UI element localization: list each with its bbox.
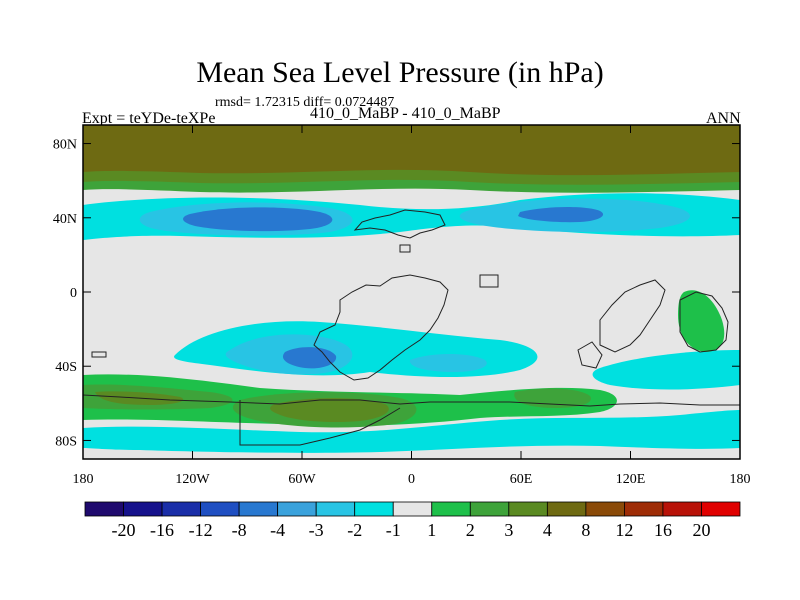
comparison-label: 410_0_MaBP - 410_0_MaBP [310,105,501,122]
x-tick-label: 120E [616,472,646,487]
colorbar: -20 -16 -12 -8 -4 -3 -2 -1 1 2 3 4 8 12 16 20 [84,501,741,540]
south-ocean-c2 [270,398,389,423]
colorbar-label: 2 [466,520,475,540]
africa-outline [313,274,449,381]
y-tick-label: 40N [53,212,77,227]
x-tick-label: 180 [730,472,751,487]
north-band-brown [83,125,740,176]
colorbar-swatch [701,501,741,517]
colorbar-label: -20 [112,520,136,540]
y-tick-label: 40S [55,360,77,375]
x-tick-label: 0 [408,472,415,487]
coastlines [83,209,740,446]
pacific-island-outline [91,351,107,358]
y-tick-label: 80N [53,138,77,153]
y-tick-label: 0 [70,286,77,301]
colorbar-swatch [277,501,317,517]
island-outline [399,244,411,253]
colorbar-label: -2 [347,520,362,540]
colorbar-label: 20 [692,520,710,540]
colorbar-swatch [200,501,240,517]
antarctic-low [83,410,740,453]
colorbar-swatch [161,501,201,517]
colorbar-label: 8 [581,520,590,540]
colorbar-swatch [662,501,702,517]
colorbar-label: -12 [189,520,213,540]
colorbar-swatch [392,501,433,517]
colorbar-swatch [315,501,356,517]
colorbar-swatch [123,501,163,517]
europe-outline [353,209,446,239]
atlantic-low [409,354,487,372]
antarctica-coast [83,394,740,407]
x-tick-label: 180 [73,472,94,487]
colorbar-swatch [469,501,510,517]
colorbar-swatch [238,501,279,517]
colorbar-label: -3 [309,520,324,540]
y-tick-label: 80S [55,434,77,449]
indian-low [592,350,740,390]
colorbar-swatch [84,501,124,517]
x-tick-label: 60E [510,472,533,487]
colorbar-label: 1 [427,520,436,540]
pacific-low-core [183,207,333,232]
colorbar-swatch [508,501,548,517]
antarctic-peninsula [239,400,401,446]
australia-high [678,290,725,352]
x-tick-label: 60W [288,472,316,487]
rmsd-diff-stats: rmsd= 1.72315 diff= 0.0724487 [215,95,395,110]
colorbar-label: 4 [543,520,552,540]
colorbar-label: -16 [150,520,174,540]
chart-title: Mean Sea Level Pressure (in hPa) [196,56,604,89]
pressure-field [83,125,740,459]
colorbar-label: -4 [270,520,285,540]
experiment-label: Expt = teYDe-teXPe [82,110,216,127]
asia-low-core [518,207,604,223]
arabia-outline [479,274,499,288]
x-tick-label: 120W [175,472,210,487]
colorbar-label: 3 [504,520,513,540]
colorbar-swatch [431,501,471,517]
colorbar-label: -1 [386,520,401,540]
colorbar-swatch [546,501,587,517]
colorbar-swatch [585,501,625,517]
colorbar-label: -8 [232,520,247,540]
season-label: ANN [706,110,741,127]
colorbar-swatch [624,501,664,517]
colorbar-label: 16 [654,520,672,540]
colorbar-swatch [354,501,394,517]
asia-outline [599,279,666,353]
indo-outline [577,341,603,369]
axes: 180 120W 60W 0 60E 120E 180 80N 40N 0 40S 80S [53,125,751,487]
colorbar-label: 12 [615,520,633,540]
australia-outline [679,291,729,353]
